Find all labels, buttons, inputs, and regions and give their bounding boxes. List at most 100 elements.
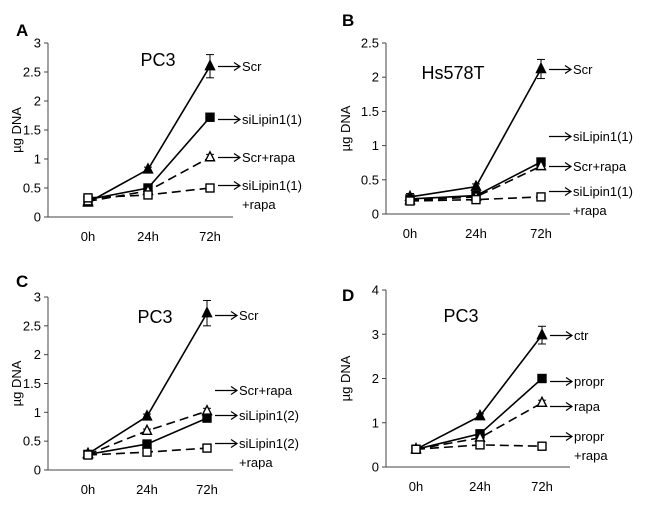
chart-title: PC3 [443,306,478,326]
data-point [471,194,481,205]
data-point [205,112,215,122]
x-tick-label: 0h [403,226,417,241]
series-label: +rapa [573,203,607,218]
y-tick-label: 0 [372,207,379,222]
y-tick-label: 1 [372,415,379,430]
y-tick-label: 0.5 [23,181,41,196]
series-label: +rapa [574,448,608,463]
panel-b: B Hs578T 0 0.5 1 1.5 2 2.5 0h 24h 72h µg DNA Scr siLi… [338,11,633,241]
y-tick-label: 2.5 [361,36,379,51]
panel-d: D PC3 0 1 2 3 4 0h 24h 72h µg DNA ctr propr rapa propr… [338,283,608,495]
series-scr-rapa: Scr+rapa [82,150,296,206]
data-point [537,441,547,451]
label-arrow-head [565,402,574,411]
data-point [83,193,93,203]
y-tick-label: 1 [34,152,41,167]
y-tick-label: 2 [34,94,41,109]
y-tick-label: 2.5 [23,65,41,80]
data-point [83,450,93,460]
y-axis-label: µg DNA [338,105,353,151]
panel-letter: C [16,272,28,291]
data-point [536,395,548,408]
x-tick-label: 0h [81,229,95,244]
data-point [143,190,153,200]
series-line [415,402,543,451]
series-label: siLipin1(2) [239,436,299,451]
data-point [202,443,212,453]
series-label: Scr [242,59,262,74]
label-arrow-head [230,386,239,395]
y-tick-label: 0 [34,210,41,225]
data-point [535,159,547,171]
y-tick-label: 2 [372,70,379,85]
label-arrow-head [233,153,242,162]
panel-letter: A [16,21,28,40]
x-tick-label: 0h [409,479,423,494]
label-arrow-head [565,377,574,386]
x-tick-label: 24h [469,479,491,494]
data-point [142,447,152,457]
chart-title: PC3 [137,307,172,327]
data-point [474,409,486,421]
series-label: rapa [574,399,601,414]
y-tick-label: 1.5 [361,104,379,119]
label-arrow-head [233,115,242,124]
data-point [405,196,415,206]
series-label: propr [574,429,605,444]
series-line [409,196,542,202]
data-point [142,439,152,449]
series-scr-rapa: Scr+rapa [82,383,293,459]
label-arrow-head [230,411,239,420]
x-tick-label: 72h [531,479,553,494]
series-label: Scr+rapa [242,150,296,165]
series-label: siLipin1(2) [239,408,299,423]
data-point [141,409,153,421]
y-tick-label: 0 [34,463,41,478]
y-tick-label: 2 [372,371,379,386]
x-tick-label: 0h [81,482,95,497]
data-point [201,306,213,318]
y-axis-label: µg DNA [338,355,353,401]
data-point [536,192,546,202]
y-axis-label: µg DNA [9,107,24,153]
data-point [411,444,421,454]
series-silipin1-1-rapa: siLipin1(1) +rapa [83,178,302,212]
label-arrow-head [565,331,574,340]
x-tick-label: 72h [199,229,221,244]
panel-letter: B [342,11,354,30]
label-arrow-head [230,311,239,320]
data-point [204,150,216,162]
chart-title: PC3 [140,50,175,70]
panel-letter: D [342,286,354,305]
label-arrow-head [565,432,574,441]
y-tick-label: 1.5 [23,123,41,138]
y-tick-label: 2.5 [23,318,41,333]
y-tick-label: 1 [34,405,41,420]
series-label: propr [574,374,605,389]
series-label: ctr [574,328,589,343]
x-tick-label: 24h [136,482,158,497]
y-tick-label: 0.5 [361,172,379,187]
label-arrow-head [233,181,242,190]
y-axis-label: µg DNA [9,360,24,406]
series-label: Scr+rapa [573,159,627,174]
label-arrow-head [564,187,573,196]
series-label: +rapa [239,455,273,470]
x-tick-label: 24h [137,229,159,244]
series-label: Scr+rapa [239,383,293,398]
data-point [202,413,212,423]
label-arrow-head [564,132,573,141]
y-tick-label: 1 [372,138,379,153]
series-label: Scr [573,62,593,77]
y-tick-label: 1.5 [23,376,41,391]
series-label: siLipin1(1) [573,184,633,199]
series-silipin1-1-rapa: siLipin1(1) +rapa [405,184,633,218]
data-point [536,328,548,340]
data-point [142,162,154,174]
y-tick-label: 2 [34,347,41,362]
data-point [205,183,215,193]
label-arrow-head [564,65,573,74]
series-ctr: ctr [410,325,589,454]
